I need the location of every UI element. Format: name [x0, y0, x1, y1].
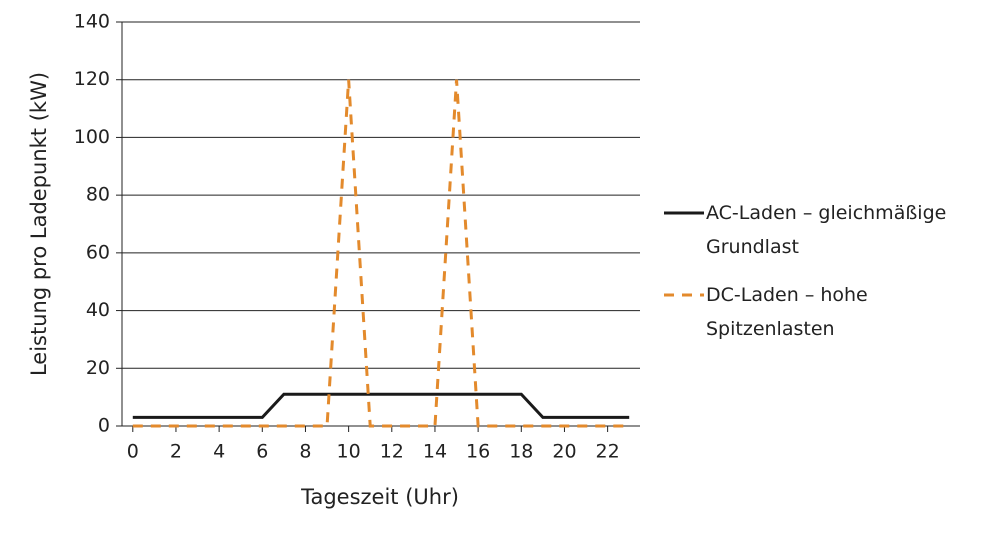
y-tick-label: 40 — [86, 299, 110, 321]
x-tick-label: 14 — [423, 441, 447, 463]
y-axis-title: Leistung pro Ladepunkt (kW) — [27, 72, 51, 376]
line-series — [132, 79, 630, 428]
x-tick-label: 12 — [380, 441, 404, 463]
x-tick-label: 18 — [509, 441, 533, 463]
x-tick-label: 10 — [337, 441, 361, 463]
y-tick-label: 20 — [86, 357, 110, 379]
y-tick-label: 60 — [86, 241, 110, 263]
legend-label: DC-Laden – hohe Spitzenlasten — [706, 284, 868, 340]
y-tick-label: 120 — [74, 68, 110, 90]
x-tick-label: 0 — [127, 441, 139, 463]
legend-entry: DC-Laden – hohe Spitzenlasten — [662, 278, 982, 346]
legend-entry: AC-Laden – gleichmäßige Grundlast — [662, 196, 982, 264]
y-tick-label: 80 — [86, 184, 110, 206]
y-tick-label: 140 — [74, 11, 110, 33]
x-axis-title: Tageszeit (Uhr) — [300, 485, 459, 509]
x-tick-label: 8 — [299, 441, 311, 463]
x-tick-label: 4 — [213, 441, 225, 463]
x-tick-label: 16 — [466, 441, 490, 463]
legend: AC-Laden – gleichmäßige Grundlast DC-Lade… — [662, 196, 982, 360]
y-tick-label: 0 — [98, 415, 110, 437]
x-tick-label: 2 — [170, 441, 182, 463]
x-tick-label: 22 — [596, 441, 620, 463]
legend-label: AC-Laden – gleichmäßige Grundlast — [706, 202, 947, 258]
line-series — [132, 392, 630, 419]
x-tick-label: 20 — [552, 441, 576, 463]
legend-swatch — [664, 211, 704, 215]
x-tick-label: 6 — [256, 441, 268, 463]
legend-swatch — [664, 293, 704, 297]
y-tick-label: 100 — [74, 126, 110, 148]
